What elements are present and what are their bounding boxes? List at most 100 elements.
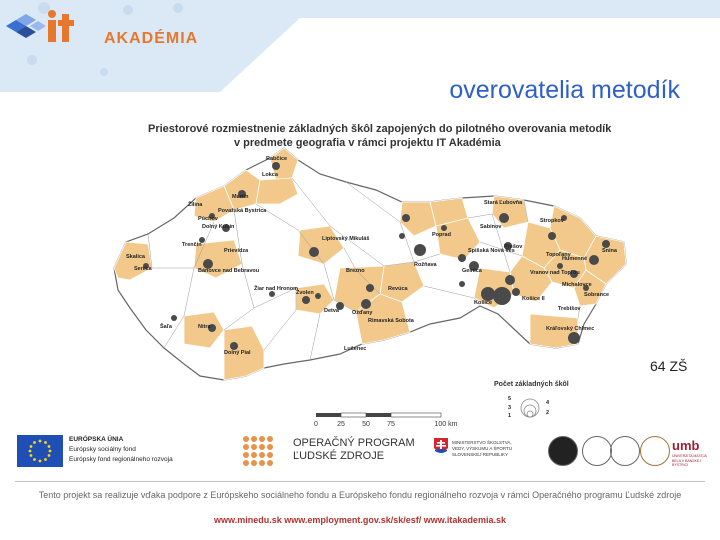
school-dot: [512, 288, 520, 296]
school-dot: [238, 190, 246, 198]
scale-tick: 75: [387, 421, 395, 428]
school-dot: [570, 270, 578, 278]
city-label: Prievidza: [224, 248, 249, 254]
city-label: Dolný Pial: [224, 350, 251, 356]
city-label: Žilina: [188, 200, 203, 208]
city-label: Žiar nad Hronom: [254, 284, 298, 292]
legend-title: Počet základných škôl: [494, 381, 569, 388]
eu-line2: Európsky fond regionálneho rozvoja: [69, 456, 173, 463]
city-label: Poprad: [432, 232, 451, 238]
city-label: Snina: [602, 248, 618, 254]
school-dots: [143, 162, 610, 350]
header-background: [0, 0, 720, 92]
city-label: Lokca: [262, 172, 279, 178]
city-label: Michalovce: [562, 282, 592, 288]
school-dot: [272, 162, 280, 170]
school-dot: [143, 263, 149, 269]
city-label: Trebišov: [558, 306, 582, 312]
school-dot: [366, 284, 374, 292]
footer-links[interactable]: www.minedu.sk www.employment.gov.sk/sk/e…: [214, 515, 506, 525]
school-dot: [469, 261, 479, 271]
slovakia-map: Rabčice Lokca Považská Bystrica Dolný Ku…: [113, 147, 627, 419]
city-label: Dolný Kubín: [202, 224, 235, 230]
op-dots-icon: [243, 436, 273, 466]
school-dot: [361, 299, 371, 309]
school-dot: [230, 342, 238, 350]
city-label: Liptovský Mikuláš: [322, 236, 369, 242]
eu-title: EURÓPSKA ÚNIA: [69, 436, 124, 443]
city-label: Senica: [134, 266, 153, 272]
school-count-label: 64 ZŠ: [650, 358, 688, 374]
school-dot: [269, 291, 275, 297]
school-dot: [568, 332, 580, 344]
city-label: Rožňava: [414, 262, 438, 268]
city-label: Brezno: [346, 268, 365, 274]
city-label: Revúca: [388, 286, 409, 292]
scale-tick: 100 km: [435, 421, 458, 428]
eu-flag-icon: [17, 435, 63, 467]
university-logo-1-icon: [548, 436, 578, 466]
city-label: Detva: [324, 308, 340, 314]
logo-text: AKADÉMIA: [104, 30, 199, 47]
school-dot: [222, 224, 230, 232]
school-dot: [589, 255, 599, 265]
city-label: Rimavská Sobota: [368, 318, 415, 324]
school-dot: [302, 296, 310, 304]
city-label: Považská Bystrica: [218, 208, 267, 214]
legend-symbols: [520, 398, 540, 418]
district-borders: [147, 177, 581, 361]
university-logo-2-icon: [582, 436, 612, 466]
umb-subtitle: UNIVERZITA MATEJA BELA V BANSKEJ BYSTRIC…: [672, 454, 707, 467]
legend-values: 5 3 1 4 2: [508, 396, 550, 419]
city-label: Sobrance: [584, 292, 609, 298]
ministry-text: MINISTERSTVO ŠKOLSTVA, VEDY, VÝSKUMU A Š…: [452, 440, 513, 457]
school-dot: [459, 281, 465, 287]
school-dot: [402, 214, 410, 222]
university-logo-3-icon: [610, 436, 640, 466]
city-label: Nitra: [198, 324, 211, 330]
city-label: Humenné: [562, 256, 587, 262]
city-label: Sabinov: [480, 224, 502, 230]
school-dot: [602, 240, 610, 248]
school-dot: [199, 237, 205, 243]
scale-tick: 50: [362, 421, 370, 428]
city-label: Martin: [232, 194, 249, 200]
city-label: Púchov: [198, 216, 219, 222]
school-dot: [315, 293, 321, 299]
city-label: Trenčín: [182, 242, 202, 248]
umb-logo-text: umb: [672, 438, 700, 453]
city-label: Lučenec: [344, 346, 366, 352]
scale-bar: 0 25 50 75 100 km: [314, 412, 458, 428]
legend-value: 4: [546, 400, 550, 406]
map-title: Priestorové rozmiestnenie základných škô…: [148, 122, 611, 150]
city-label: Topoľany: [546, 252, 572, 258]
school-dot: [336, 302, 344, 310]
university-logo-4-icon: [640, 436, 670, 466]
legend-value: 2: [546, 410, 549, 416]
school-dot: [505, 275, 515, 285]
scale-tick: 25: [337, 421, 345, 428]
city-label: Ožďany: [352, 310, 373, 316]
map-panel: Priestorové rozmiestnenie základných škô…: [84, 118, 632, 434]
scale-tick: 0: [314, 421, 318, 428]
school-dot: [557, 263, 563, 269]
city-label: Skalica: [126, 254, 146, 260]
header-band: AKADÉMIA: [0, 0, 720, 92]
op-text: OPERAČNÝ PROGRAM ĽUDSKÉ ZDROJE: [293, 437, 415, 463]
city-label: Spišská Nová Ves: [468, 248, 515, 254]
city-label: Stropkov: [540, 218, 565, 224]
school-dot: [399, 233, 405, 239]
slide-title: overovatelia metodík: [449, 76, 680, 104]
school-dot: [208, 324, 216, 332]
school-dot: [203, 259, 213, 269]
city-labels: Rabčice Lokca Považská Bystrica Dolný Ku…: [126, 156, 618, 356]
school-dot: [458, 254, 466, 262]
legend-value: 1: [508, 413, 511, 419]
city-label: Stará Ľubovňa: [484, 200, 523, 206]
city-label: Bánovce nad Bebravou: [198, 268, 259, 274]
school-dot: [441, 225, 447, 231]
city-label: Košice: [474, 300, 492, 306]
eu-line1: Európsky sociálny fond: [69, 446, 136, 453]
school-dot: [209, 213, 215, 219]
city-label: Kráľovský Chlmec: [546, 326, 594, 332]
